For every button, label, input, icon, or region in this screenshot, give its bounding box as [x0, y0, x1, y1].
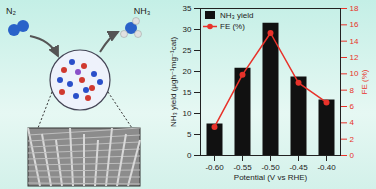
html-text:NH₃ yield: NH₃ yield [220, 11, 254, 20]
svg-text:Potential (V vs RHE): Potential (V vs RHE) [234, 173, 308, 182]
html-text:FE (%): FE (%) [220, 22, 245, 31]
svg-text:FE (%): FE (%) [360, 69, 369, 94]
svg-text:-0.60: -0.60 [205, 163, 224, 172]
svg-text:10: 10 [183, 109, 192, 118]
svg-text:NH₃ yield (μgh⁻¹mg⁻¹cat): NH₃ yield (μgh⁻¹mg⁻¹cat) [169, 37, 178, 127]
svg-text:16: 16 [350, 20, 359, 29]
svg-text:2: 2 [350, 135, 355, 144]
svg-text:6: 6 [350, 102, 355, 111]
svg-text:-0.50: -0.50 [261, 163, 280, 172]
svg-text:15: 15 [183, 88, 192, 97]
svg-text:N₂: N₂ [6, 6, 16, 16]
svg-text:5: 5 [187, 130, 192, 139]
svg-text:NH₃: NH₃ [134, 6, 151, 16]
svg-text:20: 20 [183, 67, 192, 76]
svg-text:10: 10 [350, 69, 359, 78]
svg-text:-0.55: -0.55 [233, 163, 252, 172]
svg-text:0: 0 [350, 151, 355, 160]
svg-text:14: 14 [350, 37, 359, 46]
svg-text:25: 25 [183, 46, 192, 55]
svg-text:35: 35 [183, 4, 192, 13]
svg-text:30: 30 [183, 25, 192, 34]
svg-text:8: 8 [350, 86, 355, 95]
svg-text:18: 18 [350, 4, 359, 13]
svg-text:-0.40: -0.40 [317, 163, 336, 172]
svg-text:12: 12 [350, 53, 359, 62]
svg-text:-0.45: -0.45 [289, 163, 308, 172]
svg-text:4: 4 [350, 118, 355, 127]
svg-text:0: 0 [187, 151, 192, 160]
